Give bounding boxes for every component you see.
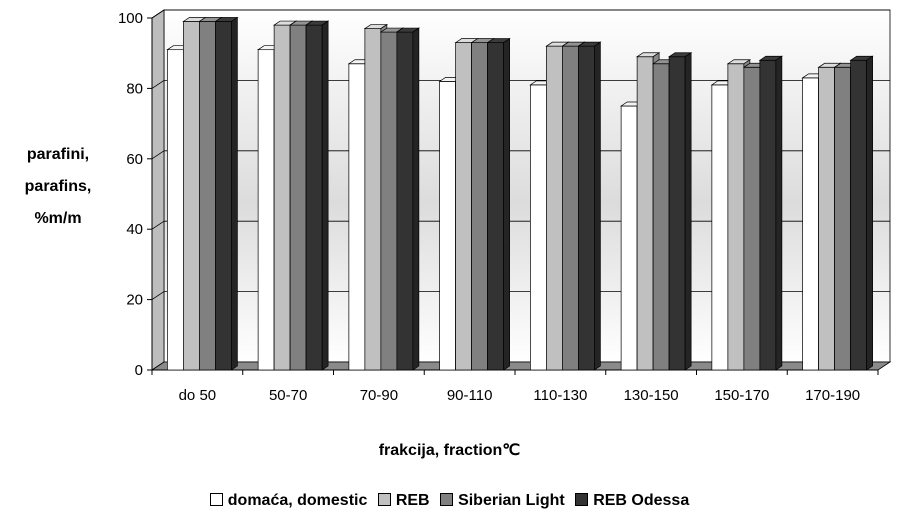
bar-front (487, 42, 504, 371)
y-axis-label-line-3: %m/m (34, 210, 82, 227)
bar-front (743, 66, 761, 371)
bar-front (711, 84, 729, 371)
bar-front (578, 45, 595, 371)
gridline-diagonal (151, 291, 165, 300)
bar-side (321, 20, 329, 371)
bar-front (834, 66, 851, 371)
x-tick-label: 90-110 (447, 387, 493, 404)
y-tick-label: 20 (126, 292, 143, 309)
bar-front (167, 49, 184, 371)
legend-item-reb-odessa: REB Odessa (575, 492, 689, 510)
legend-swatch (440, 493, 454, 506)
gridline-diagonal (151, 80, 165, 89)
bar-front (802, 77, 819, 371)
y-axis-label-line-1: parafini, (26, 146, 90, 163)
y-tick-label: 80 (126, 80, 143, 97)
x-tick-label: do 50 (179, 387, 217, 404)
x-tick-label: 170-190 (805, 387, 860, 404)
bar-side (412, 27, 420, 371)
bar-front (562, 45, 579, 371)
bar-front (396, 31, 414, 371)
legend-swatch (209, 493, 223, 506)
bar-front (850, 59, 867, 371)
bar-front (273, 24, 291, 371)
y-tick-labels: 0 20 40 60 80 100 (118, 10, 143, 379)
x-tick-label: 50-70 (269, 387, 307, 404)
bar-front (305, 24, 323, 371)
gridline-diagonal (151, 150, 165, 160)
bar-reb-odessa-170-190 (849, 55, 874, 371)
y-tick-label: 0 (135, 362, 143, 379)
bar-front (759, 59, 777, 371)
bar-front (471, 42, 488, 371)
x-tick-labels: do 50 50-70 70-90 90-110 110-130 130-150 150-1… (179, 387, 861, 404)
bar-front (215, 21, 232, 371)
bar-front (546, 45, 563, 371)
x-tick-label: 150-170 (714, 387, 769, 404)
bar-front (668, 56, 686, 371)
x-axis-label: frakcija, fraction℃ (378, 442, 521, 459)
legend-swatch (377, 493, 391, 506)
legend-label: Siberian Light (458, 492, 565, 509)
bar-reb-odessa-110-130 (577, 41, 602, 371)
bar-reb-odessa-do-50 (214, 16, 239, 371)
bar-side (594, 41, 601, 371)
legend: domaća, domestic REB Siberian Light REB … (0, 492, 899, 510)
bar-reb-odessa-150-170 (758, 55, 784, 371)
bar-side (775, 55, 783, 371)
y-tick-label: 60 (126, 151, 143, 168)
bar-front (636, 56, 654, 371)
y-tick-label: 40 (126, 221, 143, 238)
bar-front (818, 66, 835, 371)
y-tick-label: 100 (118, 10, 143, 27)
gridline-diagonal (151, 220, 165, 230)
bar-front (364, 28, 382, 371)
bar-reb-odessa-50-70 (304, 20, 330, 371)
bar-side (866, 55, 873, 371)
bar-front (380, 31, 398, 371)
x-tick-label: 70-90 (360, 387, 398, 404)
bar-side (503, 37, 510, 371)
bar-front (199, 21, 216, 371)
bar-front (620, 105, 638, 371)
bar-front (455, 42, 472, 371)
legend-item-domestic: domaća, domestic (209, 492, 368, 510)
bars (166, 16, 874, 371)
bar-reb-odessa-70-90 (395, 27, 421, 371)
y-axis-label-line-2: parafins, (24, 178, 92, 195)
bar-front (183, 21, 200, 371)
bar-front (257, 49, 275, 371)
x-tick-label: 110-130 (533, 387, 587, 404)
bar-front (289, 24, 307, 371)
bar-reb-odessa-90-110 (486, 37, 511, 371)
legend-label: REB Odessa (593, 492, 690, 509)
bar-front (652, 63, 670, 371)
bar-side (684, 52, 692, 371)
plot-side-wall (151, 9, 165, 371)
legend-label: REB (395, 492, 430, 509)
x-tick-label: 130-150 (624, 387, 679, 404)
bar-front (439, 81, 456, 371)
legend-item-siberian-light: Siberian Light (440, 492, 565, 510)
bar-side (231, 16, 238, 371)
legend-label: domaća, domestic (227, 492, 368, 509)
legend-swatch (575, 493, 589, 506)
bar-front (727, 63, 745, 371)
bar-reb-odessa-130-150 (667, 52, 693, 371)
bar-front (348, 63, 366, 371)
legend-item-reb: REB (377, 492, 430, 510)
bar-front (530, 84, 547, 371)
gridline-diagonal (151, 9, 165, 19)
